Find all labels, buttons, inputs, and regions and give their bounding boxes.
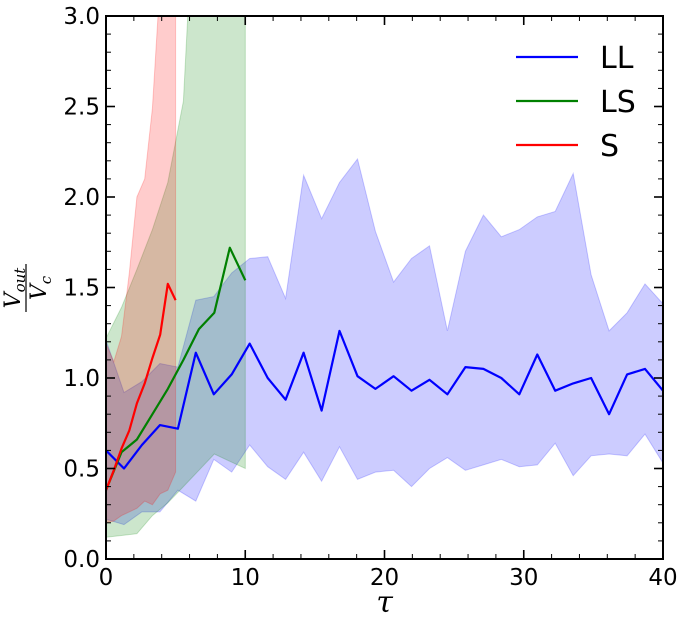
axis-ticks: [105, 15, 664, 560]
y-label-numerator: Vout: [1, 267, 29, 309]
x-tick-label: 40: [648, 565, 677, 591]
y-tick-label: 1.0: [63, 366, 100, 392]
y-label-den-sub: c: [37, 275, 55, 284]
line-s: [106, 282, 177, 491]
tick-labels: 0 10 20 30 40 0.0 0.5 1.0 1.5 2.0 2.5 3.0: [63, 4, 677, 591]
y-tick-label: 0.0: [63, 547, 100, 573]
legend-label-ll: LL: [600, 41, 634, 76]
y-tick-label: 0.5: [63, 457, 100, 483]
legend-label-s: S: [600, 129, 619, 164]
y-tick-label: 2.0: [63, 185, 100, 211]
y-label-denominator: Vc: [27, 275, 55, 300]
x-axis-label: τ: [376, 585, 393, 620]
y-tick-label: 2.5: [63, 95, 100, 121]
line-ls: [106, 246, 247, 491]
band-s: [106, 16, 177, 524]
y-tick-label: 1.5: [63, 276, 100, 302]
y-label-num-sub: out: [11, 267, 29, 293]
x-tick-label: 0: [99, 565, 114, 591]
y-label-den-var: V: [27, 282, 52, 300]
y-label-num-var: V: [1, 290, 26, 308]
line-ll: [106, 329, 663, 470]
x-tick-label: 20: [370, 565, 399, 591]
legend-label-ls: LS: [600, 85, 636, 120]
x-tick-label: 10: [231, 565, 260, 591]
error-bands: [106, 16, 663, 538]
series-lines: [106, 246, 663, 491]
band-ls: [106, 16, 246, 538]
band-ll: [106, 157, 663, 526]
y-axis-label: Vout Vc: [1, 264, 55, 312]
legend: LL LS S: [516, 41, 636, 164]
x-tick-label: 30: [509, 565, 538, 591]
y-tick-label: 3.0: [63, 4, 100, 30]
